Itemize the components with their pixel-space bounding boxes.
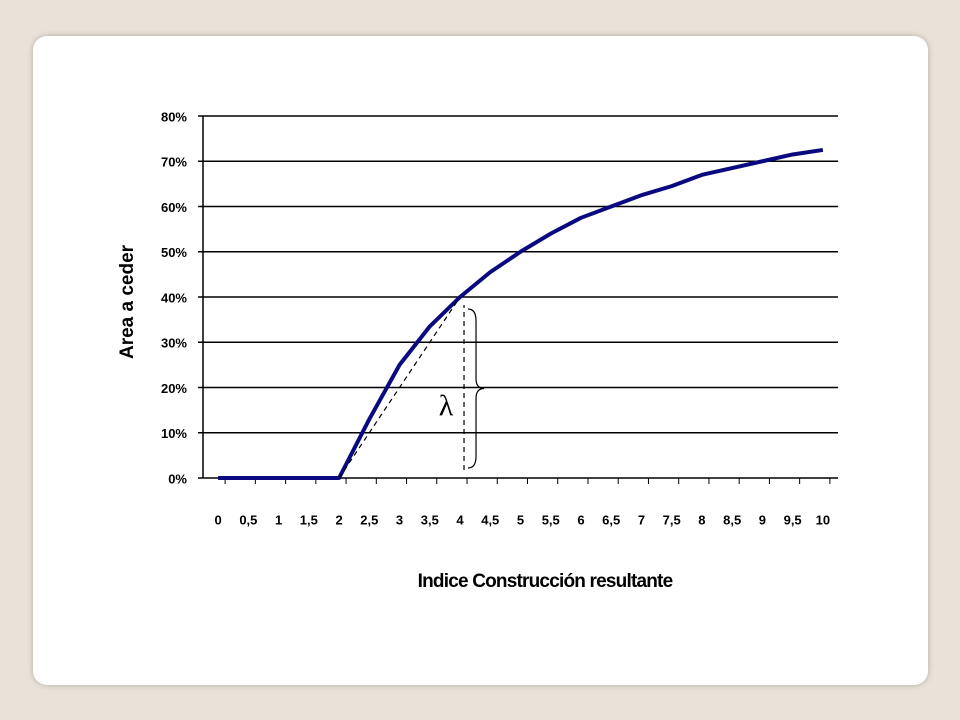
y-tick-label: 40% bbox=[161, 290, 187, 305]
x-tick-label: 8 bbox=[698, 512, 705, 527]
x-tick-label: 2 bbox=[335, 512, 342, 527]
x-tick-label: 3,5 bbox=[421, 512, 439, 527]
brace bbox=[467, 308, 485, 469]
y-tick-label: 80% bbox=[161, 109, 187, 124]
x-tick-label: 5 bbox=[517, 512, 524, 527]
x-tick-label: 9 bbox=[759, 512, 766, 527]
annotation: λ bbox=[439, 389, 454, 422]
series-line bbox=[218, 147, 824, 480]
x-tick-label: 3 bbox=[396, 512, 403, 527]
x-tick-label: 6,5 bbox=[602, 512, 620, 527]
x-tick-label: 1 bbox=[275, 512, 282, 527]
y-tick-label: 60% bbox=[161, 200, 187, 215]
x-tick-label: 7,5 bbox=[663, 512, 681, 527]
y-tick-label: 70% bbox=[161, 155, 187, 170]
x-tick-label: 0,5 bbox=[239, 512, 257, 527]
chord-line bbox=[338, 296, 461, 479]
x-axis-title: Indice Construcción resultante bbox=[418, 571, 673, 592]
y-tick-label: 20% bbox=[161, 381, 187, 396]
x-tick-label: 8,5 bbox=[723, 512, 741, 527]
x-tick-label: 9,5 bbox=[784, 512, 802, 527]
x-tick-label: 7 bbox=[638, 512, 645, 527]
x-tick-label: 10 bbox=[816, 512, 830, 527]
x-tick-label: 5,5 bbox=[542, 512, 560, 527]
x-tick-label: 2,5 bbox=[360, 512, 378, 527]
x-tick-label: 4 bbox=[456, 512, 464, 527]
x-tick-label: 0 bbox=[215, 512, 222, 527]
slide-panel bbox=[33, 36, 928, 685]
y-tick-label: 10% bbox=[161, 426, 187, 441]
x-tick-label: 6 bbox=[577, 512, 584, 527]
x-tick-label: 4,5 bbox=[481, 512, 499, 527]
y-axis-title: Area a ceder bbox=[117, 244, 138, 359]
x-tick-label: 1,5 bbox=[300, 512, 318, 527]
y-tick-label: 0% bbox=[168, 471, 187, 486]
y-tick-label: 30% bbox=[161, 336, 187, 351]
y-tick-label: 50% bbox=[161, 245, 187, 260]
